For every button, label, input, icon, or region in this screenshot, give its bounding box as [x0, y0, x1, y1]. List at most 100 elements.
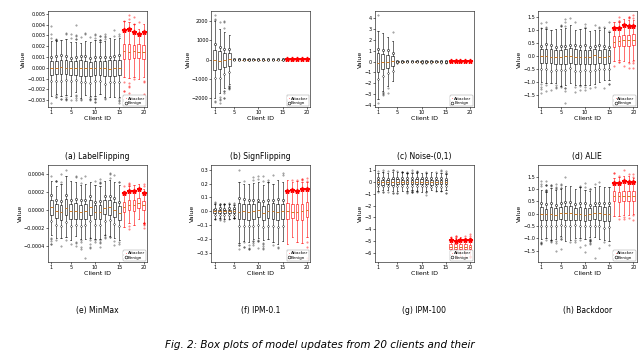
PathPatch shape	[603, 49, 605, 64]
PathPatch shape	[445, 180, 447, 184]
PathPatch shape	[430, 61, 433, 62]
X-axis label: Client ID: Client ID	[84, 271, 111, 276]
PathPatch shape	[228, 53, 230, 66]
Legend: Attacker, Benign: Attacker, Benign	[124, 95, 146, 107]
PathPatch shape	[564, 206, 567, 220]
PathPatch shape	[60, 59, 63, 74]
X-axis label: Client ID: Client ID	[247, 271, 275, 276]
Legend: Attacker, Benign: Attacker, Benign	[613, 95, 636, 107]
PathPatch shape	[622, 35, 625, 46]
Y-axis label: Value: Value	[190, 205, 195, 222]
PathPatch shape	[218, 210, 221, 213]
PathPatch shape	[554, 50, 557, 64]
PathPatch shape	[569, 48, 572, 63]
Legend: Attacker, Benign: Attacker, Benign	[124, 250, 146, 261]
PathPatch shape	[415, 179, 418, 184]
PathPatch shape	[108, 200, 111, 215]
Y-axis label: Value: Value	[20, 50, 26, 68]
PathPatch shape	[622, 191, 625, 201]
PathPatch shape	[243, 204, 245, 219]
PathPatch shape	[425, 180, 428, 184]
PathPatch shape	[632, 34, 635, 45]
PathPatch shape	[84, 61, 86, 76]
Text: (c) Noise-(0,1): (c) Noise-(0,1)	[397, 152, 451, 161]
PathPatch shape	[252, 204, 255, 218]
PathPatch shape	[84, 204, 86, 219]
Text: (f) IPM-0.1: (f) IPM-0.1	[241, 307, 280, 315]
PathPatch shape	[213, 50, 216, 70]
PathPatch shape	[420, 61, 423, 62]
PathPatch shape	[301, 204, 303, 220]
PathPatch shape	[262, 206, 264, 220]
Text: (e) MinMax: (e) MinMax	[76, 307, 119, 315]
PathPatch shape	[593, 49, 596, 64]
PathPatch shape	[55, 61, 58, 74]
PathPatch shape	[440, 179, 442, 184]
PathPatch shape	[50, 61, 52, 75]
Y-axis label: Value: Value	[17, 205, 22, 222]
PathPatch shape	[132, 200, 135, 211]
PathPatch shape	[564, 49, 567, 64]
PathPatch shape	[113, 202, 116, 217]
Legend: Attacker, Benign: Attacker, Benign	[613, 250, 636, 261]
PathPatch shape	[540, 207, 543, 221]
PathPatch shape	[540, 49, 543, 63]
PathPatch shape	[223, 53, 226, 67]
PathPatch shape	[381, 179, 384, 184]
Legend: Attacker, Benign: Attacker, Benign	[450, 95, 473, 107]
PathPatch shape	[93, 205, 97, 219]
PathPatch shape	[237, 202, 240, 219]
PathPatch shape	[291, 204, 294, 218]
Text: (d) ALIE: (d) ALIE	[572, 152, 602, 161]
PathPatch shape	[618, 36, 620, 46]
PathPatch shape	[93, 61, 97, 75]
Y-axis label: Value: Value	[358, 205, 363, 222]
PathPatch shape	[406, 61, 408, 62]
PathPatch shape	[627, 191, 630, 201]
PathPatch shape	[627, 35, 630, 46]
PathPatch shape	[603, 207, 605, 221]
PathPatch shape	[459, 244, 461, 249]
PathPatch shape	[593, 206, 596, 219]
PathPatch shape	[406, 180, 408, 184]
PathPatch shape	[396, 61, 399, 62]
PathPatch shape	[381, 54, 384, 69]
PathPatch shape	[218, 51, 221, 69]
PathPatch shape	[584, 207, 586, 221]
Text: (b) SignFlipping: (b) SignFlipping	[230, 152, 291, 161]
PathPatch shape	[420, 179, 423, 184]
PathPatch shape	[440, 61, 442, 62]
PathPatch shape	[449, 244, 452, 249]
PathPatch shape	[559, 50, 562, 64]
X-axis label: Client ID: Client ID	[84, 116, 111, 121]
PathPatch shape	[569, 206, 572, 220]
PathPatch shape	[55, 204, 58, 218]
PathPatch shape	[223, 210, 226, 213]
Legend: Attacker, Benign: Attacker, Benign	[450, 250, 473, 261]
PathPatch shape	[104, 61, 106, 76]
PathPatch shape	[559, 207, 562, 219]
PathPatch shape	[65, 60, 67, 74]
PathPatch shape	[554, 208, 557, 221]
PathPatch shape	[247, 204, 250, 219]
PathPatch shape	[233, 209, 236, 213]
PathPatch shape	[425, 61, 428, 62]
PathPatch shape	[618, 192, 620, 202]
PathPatch shape	[391, 56, 394, 67]
Text: (a) LabelFlipping: (a) LabelFlipping	[65, 152, 130, 161]
PathPatch shape	[579, 50, 581, 64]
PathPatch shape	[430, 179, 433, 184]
X-axis label: Client ID: Client ID	[410, 271, 438, 276]
PathPatch shape	[435, 179, 438, 184]
PathPatch shape	[464, 244, 467, 250]
PathPatch shape	[142, 45, 145, 59]
PathPatch shape	[411, 61, 413, 62]
PathPatch shape	[632, 191, 635, 200]
PathPatch shape	[376, 53, 380, 72]
PathPatch shape	[89, 62, 92, 76]
PathPatch shape	[584, 50, 586, 64]
PathPatch shape	[74, 61, 77, 75]
X-axis label: Client ID: Client ID	[247, 116, 275, 121]
PathPatch shape	[415, 61, 418, 62]
PathPatch shape	[545, 49, 547, 63]
